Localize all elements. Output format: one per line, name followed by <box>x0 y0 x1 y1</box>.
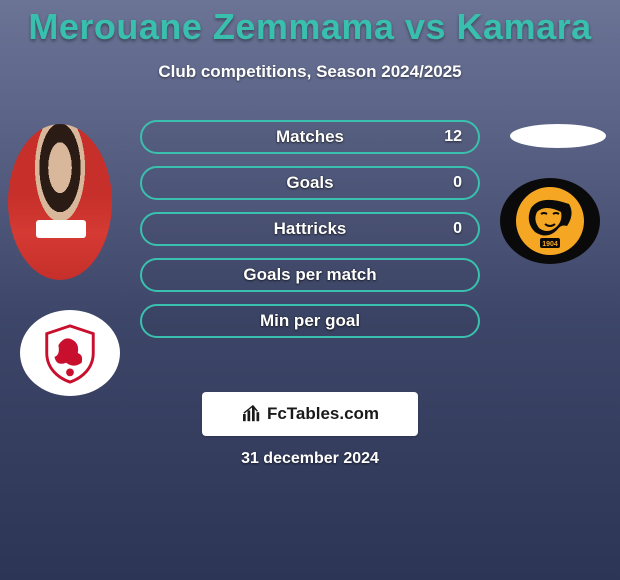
shield-lion-icon <box>39 322 101 384</box>
svg-text:1904: 1904 <box>542 241 558 248</box>
title-player-2: Kamara <box>457 6 592 47</box>
stat-row-min-per-goal: Min per goal <box>140 304 480 338</box>
stats-container: Matches 12 Goals 0 Hattricks 0 Goals per… <box>140 120 480 350</box>
player-right-photo <box>510 124 606 148</box>
stat-label: Hattricks <box>274 219 347 239</box>
stat-value-right: 12 <box>444 128 462 146</box>
stat-value-right: 0 <box>453 174 462 192</box>
club-badge-right: 1904 <box>500 178 600 264</box>
bar-chart-icon <box>241 405 263 423</box>
stat-row-goals: Goals 0 <box>140 166 480 200</box>
stat-row-goals-per-match: Goals per match <box>140 258 480 292</box>
date-text: 31 december 2024 <box>0 450 620 468</box>
club-badge-left <box>20 310 120 396</box>
branding-badge: FcTables.com <box>202 392 418 436</box>
stat-value-right: 0 <box>453 220 462 238</box>
stat-label: Goals <box>286 173 333 193</box>
title-player-1: Merouane Zemmama <box>28 6 394 47</box>
title-vs: vs <box>405 6 446 47</box>
stat-label: Min per goal <box>260 311 360 331</box>
page-title: Merouane Zemmama vs Kamara <box>0 0 620 48</box>
stat-row-matches: Matches 12 <box>140 120 480 154</box>
stat-label: Matches <box>276 127 344 147</box>
stat-label: Goals per match <box>243 265 376 285</box>
tiger-badge-icon: 1904 <box>507 178 593 264</box>
stat-row-hattricks: Hattricks 0 <box>140 212 480 246</box>
branding-text: FcTables.com <box>267 404 379 424</box>
player-left-photo <box>8 124 112 280</box>
subtitle: Club competitions, Season 2024/2025 <box>0 62 620 82</box>
